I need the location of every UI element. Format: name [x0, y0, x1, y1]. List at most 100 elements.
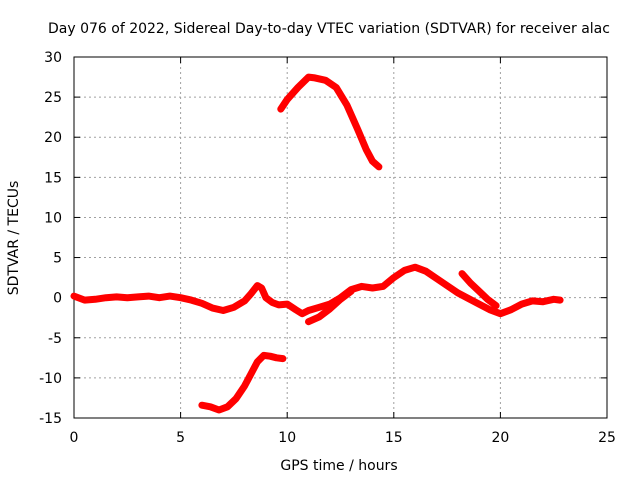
data-point: [82, 297, 88, 303]
data-point: [242, 383, 248, 389]
data-point: [71, 293, 77, 299]
data-point: [267, 353, 273, 359]
data-point: [220, 308, 226, 314]
data-point: [380, 283, 386, 289]
y-tick-label: -5: [48, 331, 62, 347]
data-point: [293, 307, 299, 313]
data-point: [248, 371, 254, 377]
data-point: [269, 299, 275, 305]
data-point: [369, 285, 375, 291]
x-tick-label: 5: [176, 430, 185, 446]
data-point: [284, 97, 290, 103]
data-point: [124, 295, 130, 301]
data-point: [261, 352, 267, 358]
series-main-band: [70, 263, 564, 318]
data-point: [306, 308, 312, 314]
data-point: [199, 402, 205, 408]
data-point: [508, 307, 514, 313]
x-tick-label: 10: [278, 430, 296, 446]
data-point: [278, 106, 284, 112]
y-tick-label: -10: [39, 371, 62, 387]
x-axis-label: GPS time / hours: [280, 458, 397, 474]
data-point: [487, 307, 493, 313]
y-tick-label: 20: [44, 130, 62, 146]
y-tick-label: -15: [39, 411, 62, 427]
data-point: [376, 164, 382, 170]
data-point: [233, 396, 239, 402]
data-point: [146, 293, 152, 299]
data-point: [363, 146, 369, 152]
series-upper-arc: [277, 73, 383, 171]
data-point: [476, 301, 482, 307]
data-point: [540, 299, 546, 305]
data-point: [468, 280, 474, 286]
data-point: [156, 295, 162, 301]
data-point: [355, 126, 361, 132]
data-point: [493, 303, 499, 309]
series-lower-arc: [198, 351, 287, 414]
data-point: [225, 404, 231, 410]
data-point: [529, 298, 535, 304]
data-point: [254, 283, 260, 289]
data-point: [259, 285, 265, 291]
data-point: [423, 268, 429, 274]
x-tick-label: 0: [70, 430, 79, 446]
data-marks: [70, 73, 564, 414]
y-axis-label: SDTVAR / TECUs: [6, 181, 22, 296]
data-point: [391, 275, 397, 281]
grid: [74, 57, 607, 418]
x-tick-label: 20: [491, 430, 509, 446]
data-point: [551, 296, 557, 302]
data-point: [92, 296, 98, 302]
data-point: [280, 356, 286, 362]
data-point: [103, 295, 109, 301]
data-point: [114, 294, 120, 300]
tick-labels: 0 5 10 15 20 25 -15 -10 -5 0 5 10 15 20 25 30: [39, 50, 616, 446]
data-point: [306, 74, 312, 80]
data-point: [188, 297, 194, 303]
y-tick-label: 10: [44, 210, 62, 226]
data-point: [312, 75, 318, 81]
data-point: [412, 264, 418, 270]
axes: [73, 56, 608, 419]
data-point: [263, 295, 269, 301]
data-point: [344, 102, 350, 108]
data-point: [327, 306, 333, 312]
data-point: [274, 355, 280, 361]
chart-title: Day 076 of 2022, Sidereal Day-to-day VTE…: [48, 21, 610, 37]
x-tick-label: 15: [385, 430, 403, 446]
data-point: [295, 84, 301, 90]
y-tick-label: 0: [53, 291, 62, 307]
data-point: [248, 291, 254, 297]
y-tick-label: 30: [44, 50, 62, 66]
plot-frame: [73, 56, 608, 419]
y-tick-label: 25: [44, 90, 62, 106]
data-point: [178, 295, 184, 301]
data-point: [338, 296, 343, 302]
data-point: [333, 84, 339, 90]
series-branch-11h: [305, 287, 355, 326]
data-point: [306, 319, 312, 325]
data-point: [557, 297, 563, 303]
data-point: [497, 311, 503, 317]
data-point: [167, 293, 173, 299]
data-point: [476, 288, 482, 294]
data-point: [465, 295, 471, 301]
data-point: [323, 77, 329, 83]
data-point: [199, 300, 205, 306]
x-tick-label: 25: [598, 430, 616, 446]
data-point: [207, 404, 213, 410]
data-point: [216, 407, 222, 413]
data-point: [455, 290, 461, 296]
data-point: [369, 158, 375, 164]
data-point: [231, 304, 237, 310]
y-tick-label: 5: [53, 251, 62, 267]
data-point: [254, 359, 260, 365]
data-point: [459, 271, 465, 277]
data-point: [519, 301, 525, 307]
data-point: [485, 296, 491, 302]
data-point: [135, 294, 141, 300]
data-point: [210, 305, 216, 311]
series-branch-18h: [458, 270, 500, 310]
